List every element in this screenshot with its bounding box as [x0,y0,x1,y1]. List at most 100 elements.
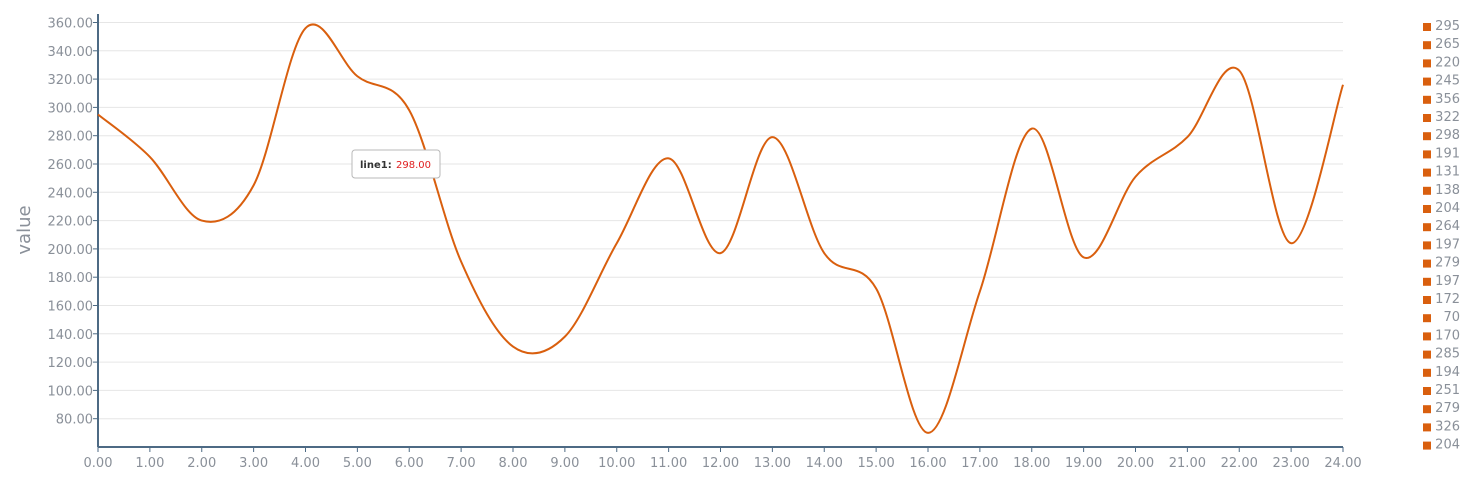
x-tick-label: 1.00 [135,456,164,471]
legend-label: 204 [1435,438,1460,453]
legend-label: 138 [1435,183,1460,198]
data-point [1030,127,1034,131]
data-point [459,260,463,264]
x-tick-label: 3.00 [239,456,268,471]
legend-label: 285 [1435,347,1460,362]
legend-label: 265 [1435,37,1460,52]
legend-swatch [1423,132,1431,141]
legend-label: 279 [1435,256,1460,271]
legend-swatch [1423,168,1431,177]
legend-swatch [1423,259,1431,268]
legend-swatch [1423,223,1431,232]
legend-label: 279 [1435,401,1460,416]
data-point [615,241,619,245]
legend-label: 172 [1435,292,1460,307]
data-point [667,156,671,160]
legend-label: 170 [1435,328,1460,343]
x-tick-label: 11.00 [650,456,687,471]
legend-label: 326 [1435,419,1460,434]
legend-swatch [1423,23,1431,31]
data-point [96,112,100,116]
legend-label: 295 [1435,19,1460,34]
x-tick-label: 2.00 [187,456,216,471]
data-point [355,74,359,78]
data-point [719,251,723,255]
gridlines [98,21,1343,420]
legend-label: 191 [1435,146,1460,161]
y-tick-label: 120.00 [48,356,94,371]
data-point [511,345,515,349]
axes: 80.00 100.00 120.00 140.00 160.00 180.00 200.0… [48,14,1362,471]
data-point [1134,175,1138,179]
x-tick-label: 20.00 [1117,456,1154,471]
y-tick-label: 280.00 [48,130,94,145]
data-point [1341,83,1345,87]
legend-swatch [1423,205,1431,213]
y-tick-label: 360.00 [48,16,94,31]
data-point [926,431,930,435]
x-tick-label: 22.00 [1221,456,1258,471]
y-tick-label: 100.00 [48,384,94,399]
series-layer [96,23,1345,435]
x-tick-label: 18.00 [1013,456,1050,471]
y-tick-label: 180.00 [48,271,94,286]
x-tick-label: 7.00 [447,456,476,471]
y-tick-label: 240.00 [48,186,94,201]
tooltip-value: 298.00 [396,160,431,171]
x-tick-label: 8.00 [499,456,528,471]
legend-swatch [1423,95,1431,104]
x-tick-label: 9.00 [550,456,579,471]
legend-swatch [1423,332,1431,341]
x-tick-label: 15.00 [858,456,895,471]
legend-swatch [1423,350,1431,359]
legend-swatch [1423,368,1431,377]
data-point [1289,241,1293,245]
legend-swatch [1423,41,1431,50]
tooltip: line1: 298.00 [351,149,441,179]
y-tick-label: 220.00 [48,215,94,230]
legend-label: 220 [1435,55,1460,70]
y-tick-label: 340.00 [48,45,94,60]
data-point [407,108,411,112]
legend-label: 131 [1435,165,1460,180]
data-point [978,289,982,293]
legend-label: 194 [1435,365,1460,380]
legend-swatch [1423,114,1431,122]
series-line-line1 [97,23,1344,434]
legend-swatch [1423,277,1431,286]
x-tick-label: 23.00 [1273,456,1310,471]
legend-label: 356 [1435,92,1460,107]
y-tick-label: 200.00 [48,243,94,258]
x-tick-label: 4.00 [291,456,320,471]
legend-swatch [1423,241,1431,250]
data-point [874,287,878,291]
y-axis-title: value [14,205,35,254]
legend-swatch [1423,441,1431,450]
data-point [148,155,152,159]
x-tick-label: 13.00 [754,456,791,471]
legend-label: 70 [1443,310,1460,325]
data-point [770,135,774,139]
data-point [252,183,256,187]
data-point [563,335,567,339]
legend-swatch [1423,296,1431,304]
data-point [304,26,308,30]
legend-swatch [1423,387,1431,395]
data-point [1082,255,1086,259]
legend-label: 264 [1435,219,1460,234]
y-tick-label: 80.00 [56,413,93,428]
data-point [200,219,204,223]
x-tick-label: 24.00 [1324,456,1361,471]
x-tick-label: 16.00 [909,456,946,471]
legend-swatch [1423,314,1431,323]
x-tick-label: 0.00 [84,456,113,471]
y-tick-label: 160.00 [48,299,94,314]
x-tick-label: 5.00 [343,456,372,471]
data-point [1185,135,1189,139]
legend-swatch [1423,423,1431,432]
legend-label: 251 [1435,383,1460,398]
y-tick-label: 140.00 [48,328,94,343]
data-point [1237,69,1241,73]
